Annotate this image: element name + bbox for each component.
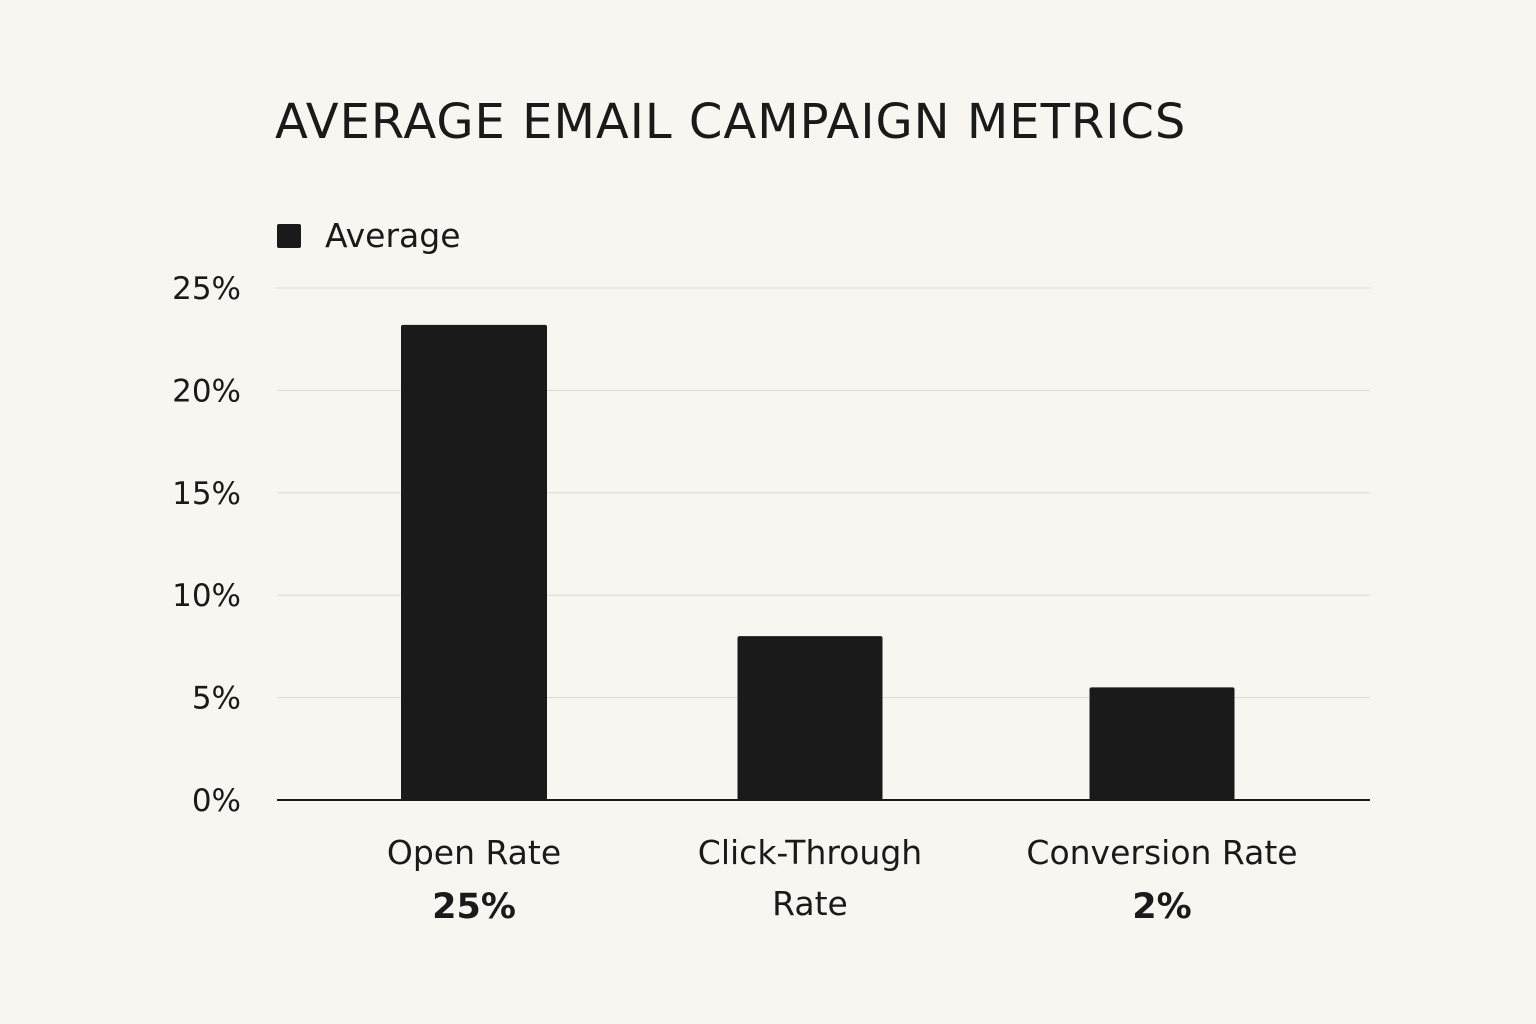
y-tick-label: 15% [172, 476, 241, 512]
y-tick-label: 0% [192, 783, 241, 819]
legend-swatch [277, 224, 301, 248]
y-tick-label: 5% [192, 681, 241, 717]
bar-open-rate [401, 324, 547, 800]
category-label: Conversion Rate [1026, 833, 1297, 872]
bar-conversion-rate [1089, 687, 1235, 800]
y-tick-label: 10% [172, 578, 241, 614]
legend: Average [277, 216, 461, 256]
bar-click-through-rate [737, 636, 883, 800]
category-label: Click-Through [698, 833, 922, 872]
y-tick-label: 20% [172, 373, 241, 409]
legend-label: Average [325, 216, 461, 255]
value-label: 25% [432, 887, 516, 927]
y-tick-label: 25% [172, 271, 241, 307]
chart-title: AVERAGE EMAIL CAMPAIGN METRICS [275, 94, 1187, 150]
value-label: 2% [1132, 887, 1191, 927]
category-label: Rate [772, 884, 848, 923]
category-label: Open Rate [387, 833, 561, 872]
